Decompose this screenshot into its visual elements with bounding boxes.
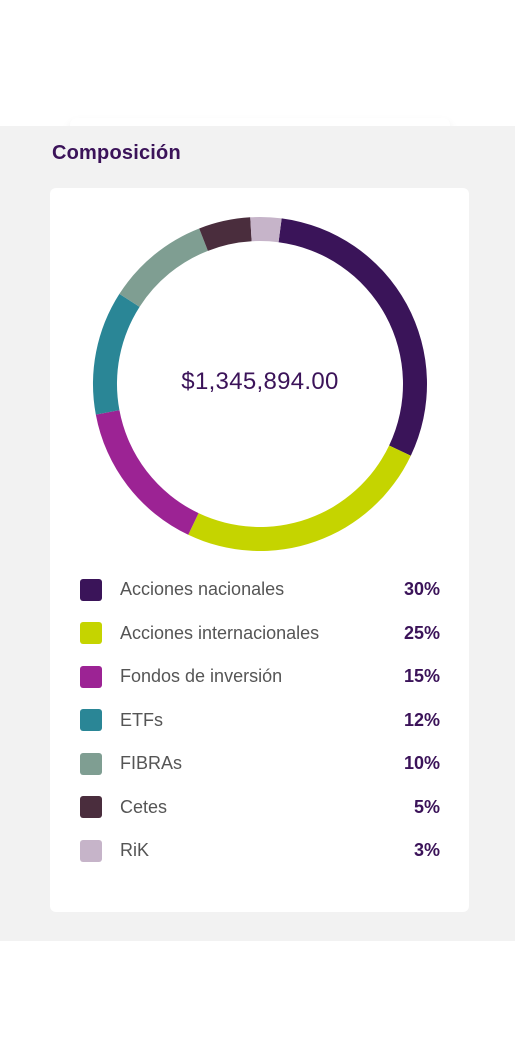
legend-item: FIBRAs 10% bbox=[80, 742, 440, 786]
legend-item: Acciones nacionales 30% bbox=[80, 568, 440, 612]
legend-item: Acciones internacionales 25% bbox=[80, 612, 440, 656]
legend-percent: 10% bbox=[403, 753, 440, 774]
legend-percent: 5% bbox=[413, 796, 440, 817]
legend-item: ETFs 12% bbox=[80, 699, 440, 743]
legend: Acciones nacionales 30% Acciones interna… bbox=[80, 568, 440, 873]
donut-slice bbox=[95, 410, 199, 535]
donut-slice bbox=[119, 228, 208, 307]
legend-label: ETFs bbox=[120, 709, 163, 730]
donut-slice bbox=[278, 218, 427, 456]
legend-percent: 12% bbox=[403, 709, 440, 730]
donut-slice bbox=[250, 217, 282, 243]
portfolio-total: $1,345,894.00 bbox=[181, 368, 339, 395]
legend-label: RiK bbox=[120, 840, 150, 861]
section-title: Composición bbox=[52, 142, 181, 164]
legend-swatch bbox=[80, 622, 102, 645]
donut-slice bbox=[199, 217, 252, 251]
legend-label: Fondos de inversión bbox=[120, 666, 283, 687]
legend-label: Acciones internacionales bbox=[120, 622, 320, 643]
legend-swatch bbox=[80, 796, 102, 819]
legend-percent: 15% bbox=[403, 666, 440, 687]
legend-item: RiK 3% bbox=[80, 829, 440, 873]
legend-swatch bbox=[80, 839, 102, 862]
legend-swatch bbox=[80, 578, 102, 601]
donut-slice bbox=[188, 445, 411, 551]
legend-item: Cetes 5% bbox=[80, 786, 440, 830]
legend-percent: 25% bbox=[403, 622, 440, 643]
legend-swatch bbox=[80, 665, 102, 688]
legend-label: FIBRAs bbox=[120, 753, 183, 774]
donut-slice bbox=[93, 293, 140, 415]
legend-swatch bbox=[80, 752, 102, 775]
legend-percent: 3% bbox=[413, 840, 440, 861]
legend-item: Fondos de inversión 15% bbox=[80, 655, 440, 699]
legend-label: Acciones nacionales bbox=[120, 579, 285, 600]
legend-swatch bbox=[80, 709, 102, 732]
legend-label: Cetes bbox=[120, 796, 168, 817]
donut-chart bbox=[93, 217, 427, 551]
legend-percent: 30% bbox=[403, 579, 440, 600]
